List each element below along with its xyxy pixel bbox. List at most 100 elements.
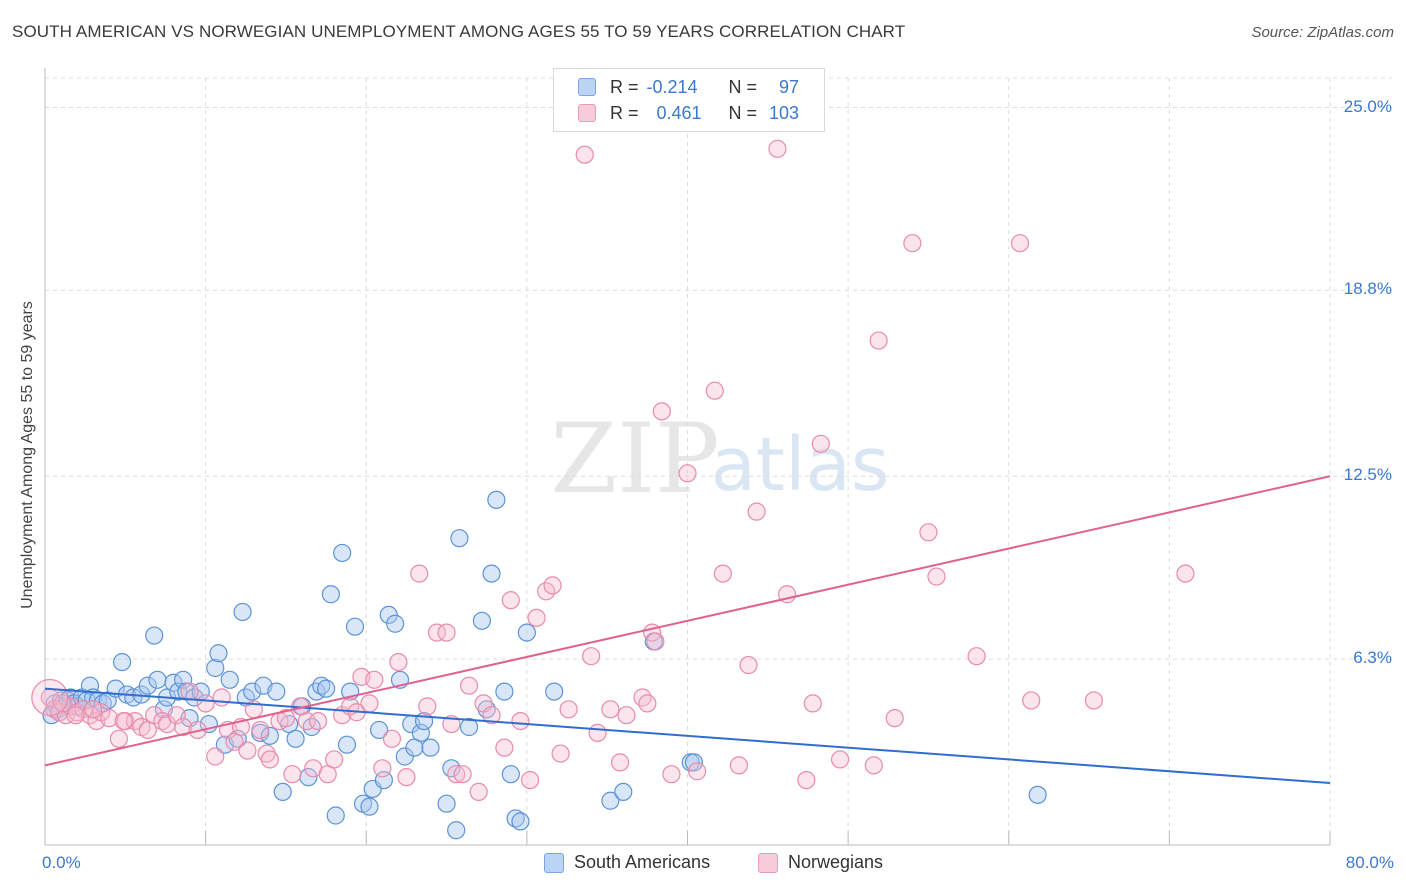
y-tick-label: 6.3% <box>1353 648 1392 668</box>
data-point-south-american <box>209 644 228 663</box>
data-point-south-american <box>286 729 305 748</box>
data-point-norwegian <box>84 700 103 719</box>
data-point-norwegian <box>459 676 479 695</box>
correlation-legend: R = -0.214 N = 97 R = 0.461 N = 103 <box>553 68 825 132</box>
data-point-norwegian <box>729 756 749 775</box>
data-point-south-american <box>148 670 167 689</box>
data-point-south-american <box>112 652 132 672</box>
data-point-norwegian <box>397 768 416 787</box>
legend-r-label: R = <box>610 76 639 97</box>
data-point-south-american <box>220 670 239 689</box>
data-point-norwegian <box>803 694 822 713</box>
data-point-south-american <box>442 759 461 778</box>
data-point-norwegian <box>167 706 186 725</box>
data-point-norwegian <box>967 647 986 666</box>
data-point-norwegian <box>885 709 904 728</box>
swatch-pink-icon <box>578 104 596 122</box>
data-point-norwegian <box>527 608 546 627</box>
data-point-south-american <box>421 738 440 757</box>
data-point-norwegian <box>325 750 344 769</box>
data-point-norwegian <box>180 682 199 701</box>
trend-lines <box>44 475 1331 785</box>
y-tick-label: 25.0% <box>1343 96 1392 116</box>
data-point-south-american <box>437 794 456 813</box>
data-point-south-american <box>601 791 620 810</box>
data-point-norwegian <box>360 694 379 713</box>
data-point-norwegian <box>903 234 922 253</box>
data-point-norwegian <box>919 523 938 542</box>
data-point-norwegian <box>1022 691 1041 710</box>
data-point-norwegian-cluster <box>31 678 69 717</box>
data-point-norwegian <box>206 747 225 766</box>
data-point-south-american <box>321 585 341 604</box>
data-point-norwegian <box>410 564 429 583</box>
data-point-norwegian <box>1010 234 1030 253</box>
data-point-norwegian <box>869 331 888 350</box>
y-tick-label: 18.8% <box>1343 279 1392 299</box>
data-point-norwegian <box>174 717 193 737</box>
data-point-south-american <box>267 682 286 701</box>
data-point-norwegian <box>768 139 787 158</box>
data-point-norwegian <box>382 729 402 748</box>
data-point-norwegian <box>688 762 707 781</box>
data-point-norwegian <box>238 741 257 760</box>
data-point-norwegian <box>617 706 636 725</box>
source-credit: Source: ZipAtlas.com <box>1251 24 1394 41</box>
watermark-zip: ZIP <box>550 403 719 515</box>
data-point-south-american <box>506 809 525 828</box>
data-point-norwegian <box>53 694 72 713</box>
data-point-south-american <box>243 682 262 701</box>
data-point-norwegian <box>511 711 530 731</box>
data-point-norwegian <box>830 750 850 769</box>
data-point-south-american <box>511 812 530 831</box>
data-point-south-american <box>233 602 252 622</box>
data-point-norwegian <box>196 694 215 713</box>
data-point-norwegian <box>109 729 128 748</box>
data-point-norwegian <box>308 711 328 731</box>
data-point-south-american <box>174 670 193 689</box>
y-axis-label: Unemployment Among Ages 55 to 59 years <box>19 301 36 609</box>
data-point-norwegian <box>678 464 697 483</box>
data-point-south-american <box>138 676 157 695</box>
axes <box>44 68 1331 846</box>
legend-swatch-pink-icon <box>758 852 778 873</box>
legend-row-south-americans: R = -0.214 N = 97 <box>578 76 799 98</box>
chart-title: SOUTH AMERICAN VS NORWEGIAN UNEMPLOYMENT… <box>12 22 906 41</box>
data-point-norwegian <box>713 564 732 583</box>
data-point-south-american <box>614 782 633 802</box>
data-point-norwegian <box>652 402 671 421</box>
data-point-south-american <box>260 726 279 745</box>
data-point-norwegian <box>1176 564 1195 583</box>
data-point-south-american <box>487 490 506 509</box>
data-point-norwegian <box>601 700 620 719</box>
watermark: ZIP atlas <box>550 403 889 515</box>
data-point-norwegian <box>212 688 231 707</box>
data-point-norwegian <box>283 765 302 784</box>
x-tick-label-min: 0.0% <box>42 853 81 872</box>
data-point-norwegian <box>501 591 520 610</box>
data-point-norwegian <box>482 706 501 725</box>
data-point-norwegian <box>365 670 384 689</box>
data-point-norwegian <box>559 700 578 719</box>
legend-n-label: N = <box>728 102 758 123</box>
legend-swatch-blue-icon <box>544 852 564 873</box>
data-point-norwegian <box>418 697 437 716</box>
data-point-norwegian <box>453 765 472 784</box>
data-point-south-american <box>370 720 389 740</box>
series-legend: South Americans Norwegians <box>0 852 1406 876</box>
data-point-south-american <box>411 723 430 743</box>
legend-n-label: N = <box>728 76 758 97</box>
data-point-norwegian <box>588 723 607 743</box>
data-point-south-american <box>472 611 491 630</box>
data-point-south-american <box>545 682 564 701</box>
data-point-norwegian <box>610 753 630 772</box>
data-point-norwegian <box>662 765 681 784</box>
data-point-south-american <box>333 543 352 563</box>
trend-line-south-americans <box>44 687 1331 785</box>
data-point-norwegian <box>927 567 946 586</box>
legend-item-south-americans: South Americans <box>544 852 710 873</box>
legend-r-value: -0.214 <box>646 76 698 97</box>
data-point-norwegian <box>437 623 456 642</box>
data-point-norwegian <box>705 381 724 400</box>
